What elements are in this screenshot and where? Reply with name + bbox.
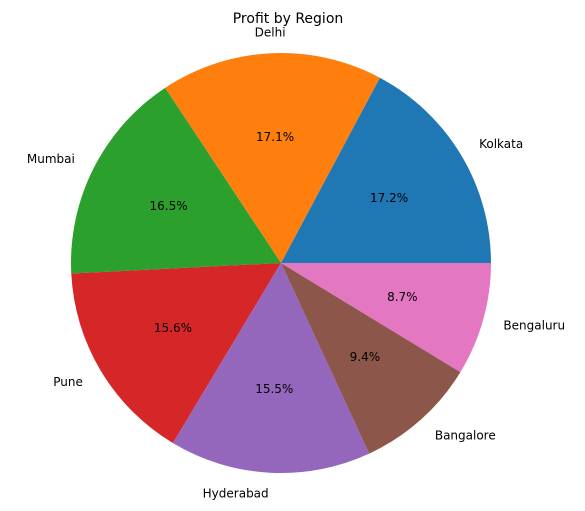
category-label-pune: Pune bbox=[53, 375, 83, 389]
percent-label-pune: 15.6% bbox=[154, 321, 192, 335]
category-label-hyderabad: Hyderabad bbox=[203, 487, 269, 501]
pie-slice-bangalore bbox=[281, 263, 461, 454]
pie-slice-delhi bbox=[165, 53, 380, 263]
pie-slice-pune bbox=[71, 263, 282, 444]
percent-label-delhi: 17.1% bbox=[256, 130, 294, 144]
percent-label-bangalore: 9.4% bbox=[350, 350, 381, 364]
pie-slice-hyderabad bbox=[172, 263, 370, 474]
percent-labels: 17.2% 17.1% 16.5% 15.6% 15.5% 9.4% 8.7% bbox=[149, 130, 417, 396]
pie-slice-mumbai bbox=[70, 87, 281, 274]
percent-label-bengaluru: 8.7% bbox=[387, 290, 418, 304]
category-label-bengaluru: Bengaluru bbox=[503, 318, 565, 332]
pie-slices bbox=[70, 53, 491, 474]
category-labels: Kolkata Delhi Mumbai Pune Hyderabad Bangalore… bbox=[27, 25, 565, 500]
percent-label-hyderabad: 15.5% bbox=[255, 382, 293, 396]
pie-slice-bengaluru bbox=[281, 263, 491, 373]
chart-title: Profit by Region bbox=[233, 11, 344, 27]
pie-slice-kolkata bbox=[281, 77, 491, 263]
category-label-bangalore: Bangalore bbox=[435, 428, 496, 442]
category-label-mumbai: Mumbai bbox=[27, 152, 75, 166]
category-label-delhi: Delhi bbox=[255, 25, 286, 39]
category-label-kolkata: Kolkata bbox=[479, 137, 523, 151]
percent-label-kolkata: 17.2% bbox=[370, 191, 408, 205]
percent-label-mumbai: 16.5% bbox=[149, 199, 187, 213]
